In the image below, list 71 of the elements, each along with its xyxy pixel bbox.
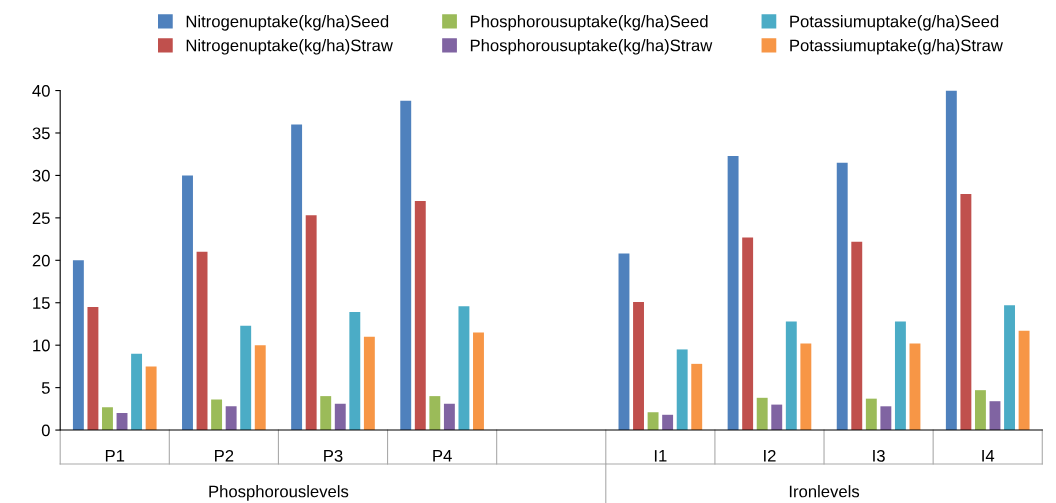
bar [974, 390, 986, 431]
y-tick-label: 25 [32, 212, 50, 225]
x-tick-label: I2 [764, 449, 776, 462]
bar [145, 366, 157, 431]
bar [131, 353, 143, 431]
bar [87, 306, 99, 431]
bar [72, 260, 84, 431]
bar [894, 321, 906, 431]
y-tick-label: 30 [32, 169, 50, 182]
y-tick-label: 20 [32, 254, 50, 267]
legend-label: Nitrogenuptake(kg/ha)Straw [186, 39, 393, 55]
bar [771, 404, 783, 431]
y-tick-label: 15 [33, 297, 50, 309]
text: Phosphorouslevels [209, 485, 349, 501]
bar [785, 321, 797, 431]
bar [742, 237, 754, 431]
bar [618, 253, 630, 431]
y-tick-label: 40 [32, 84, 50, 97]
bar [662, 414, 674, 431]
legend-label: Nitrogenuptake(kg/ha)Seed [186, 15, 389, 31]
bar [349, 312, 361, 431]
y-tick-label: 5 [41, 382, 50, 394]
bar [429, 396, 441, 431]
legend-label: Phosphorousuptake(kg/ha)Straw [470, 39, 713, 55]
text: Ironlevels [789, 485, 860, 498]
x-tick-label: P1 [105, 450, 125, 462]
bar [254, 345, 266, 431]
bar [1004, 305, 1015, 431]
bar [800, 343, 812, 431]
bar [320, 396, 332, 431]
x-tick-label: I3 [873, 449, 885, 462]
bar [334, 403, 346, 431]
bar [363, 336, 375, 431]
bar [400, 100, 412, 431]
x-tick-label: P4 [433, 450, 452, 462]
bar [225, 406, 237, 431]
bar [291, 124, 303, 431]
x-tick-label: I1 [654, 450, 667, 462]
bar [727, 155, 739, 431]
legend-label: Potassiumuptake(g/ha)Seed [790, 15, 999, 31]
y-tick-label: 0 [41, 424, 50, 437]
bar [676, 349, 688, 431]
bar [458, 306, 470, 431]
bar [414, 200, 426, 431]
y-tick-label: 10 [33, 339, 50, 352]
bar [1018, 330, 1030, 431]
bar [633, 301, 644, 431]
bar [909, 343, 921, 431]
bar [960, 194, 972, 431]
bar [691, 363, 703, 431]
x-tick-label: P2 [215, 449, 234, 462]
bar [865, 398, 877, 431]
x-tick-label: I4 [982, 450, 995, 462]
y-tick-label: 35 [32, 127, 50, 140]
bar [305, 215, 317, 431]
bar [756, 397, 768, 431]
bar [211, 399, 223, 431]
bar [473, 332, 484, 431]
bar [196, 251, 208, 431]
bar [647, 412, 659, 431]
bar [836, 162, 848, 431]
bar [880, 406, 892, 431]
bar [182, 175, 193, 431]
bar [240, 325, 252, 431]
x-tick-label: P3 [324, 449, 343, 462]
bar [851, 241, 863, 431]
legend-label: Phosphorousuptake(kg/ha)Seed [470, 15, 708, 31]
bar [102, 407, 113, 431]
bar [443, 403, 455, 431]
bar [945, 90, 957, 431]
legend-label: Potassiumuptake(g/ha)Straw [790, 39, 1003, 55]
